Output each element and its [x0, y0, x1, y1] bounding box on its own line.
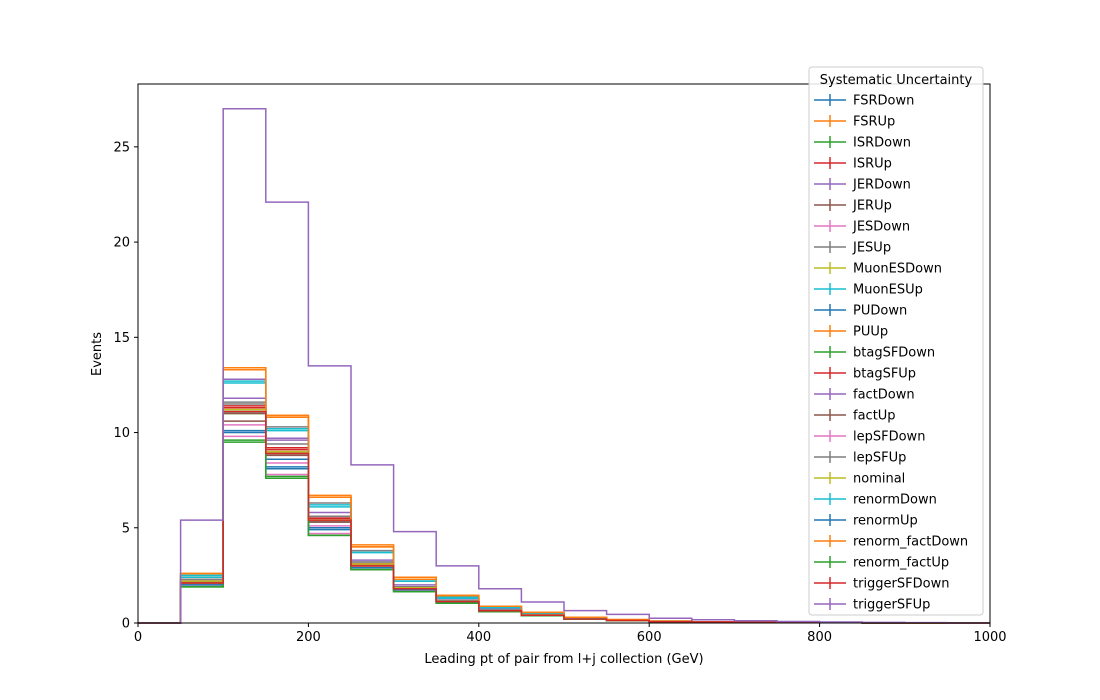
legend-entry-btagSFUp: btagSFUp [814, 367, 916, 382]
legend-label: nominal [853, 472, 905, 487]
legend-entry-nominal: nominal [814, 472, 905, 487]
legend-entry-MuonESUp: MuonESUp [814, 283, 923, 298]
legend-entry-FSRDown: FSRDown [814, 94, 914, 109]
legend-entry-JESUp: JESUp [814, 241, 891, 256]
y-tick-label: 0 [122, 617, 130, 632]
legend-label: renorm_factDown [853, 535, 968, 550]
legend-entry-factDown: factDown [814, 388, 915, 403]
legend-label: factUp [853, 409, 896, 424]
legend-label: triggerSFDown [853, 577, 949, 592]
legend-label: btagSFDown [853, 346, 935, 361]
legend-entry-ISRDown: ISRDown [814, 136, 911, 151]
legend: Systematic Uncertainty FSRDown FSRUp ISRDo… [808, 66, 984, 616]
x-tick-label: 200 [296, 630, 321, 645]
legend-entry-lepSFUp: lepSFUp [814, 451, 906, 466]
legend-label: JESUp [852, 241, 891, 256]
legend-label: PUUp [853, 325, 888, 340]
y-axis-label: Events [90, 332, 105, 376]
legend-entry-JERDown: JERDown [814, 178, 911, 193]
legend-label: renormDown [853, 493, 937, 508]
series-line-triggerSFUp [138, 108, 990, 624]
legend-entry-triggerSFUp: triggerSFUp [814, 598, 930, 613]
legend-entry-renormDown: renormDown [814, 493, 937, 508]
x-axis-label: Leading pt of pair from l+j collection (… [424, 652, 703, 667]
x-axis-ticks: 0 200 400 600 800 1000 [134, 623, 1007, 645]
legend-entry-JESDown: JESDown [814, 220, 910, 235]
legend-entry-triggerSFDown: triggerSFDown [814, 577, 949, 592]
legend-label: FSRDown [853, 94, 914, 109]
legend-label: PUDown [853, 304, 907, 319]
x-tick-label: 400 [466, 630, 491, 645]
legend-label: JESDown [852, 220, 910, 235]
legend-entry-JERUp: JERUp [814, 199, 892, 214]
legend-label: lepSFDown [853, 430, 925, 445]
y-tick-label: 15 [113, 331, 130, 346]
legend-entry-MuonESDown: MuonESDown [814, 262, 942, 277]
legend-label: renormUp [853, 514, 918, 529]
legend-label: factDown [853, 388, 915, 403]
legend-entry-PUUp: PUUp [814, 325, 888, 340]
legend-label: btagSFUp [853, 367, 916, 382]
legend-entry-lepSFDown: lepSFDown [814, 430, 925, 445]
legend-label: ISRUp [853, 157, 892, 172]
legend-entry-renormUp: renormUp [814, 514, 918, 529]
x-tick-label: 1000 [973, 630, 1006, 645]
legend-label: renorm_factUp [853, 556, 949, 571]
y-tick-label: 10 [113, 426, 130, 441]
legend-entry-FSRUp: FSRUp [814, 115, 895, 130]
plot-frame [137, 83, 991, 624]
legend-label: lepSFUp [853, 451, 906, 466]
legend-entry-factUp: factUp [814, 409, 896, 424]
x-tick-label: 0 [134, 630, 142, 645]
legend-box [808, 66, 984, 616]
y-tick-label: 5 [122, 521, 130, 536]
legend-label: JERDown [852, 178, 911, 193]
legend-label: FSRUp [853, 115, 895, 130]
legend-entries: FSRDown FSRUp ISRDown ISRUp JERDown JERUp JESD… [814, 94, 968, 613]
legend-entry-renorm_factDown: renorm_factDown [814, 535, 968, 550]
legend-entry-ISRUp: ISRUp [814, 157, 892, 172]
y-tick-label: 20 [113, 236, 130, 251]
legend-label: ISRDown [853, 136, 911, 151]
legend-entry-renorm_factUp: renorm_factUp [814, 556, 949, 571]
y-axis-ticks: 0 5 10 15 20 25 [113, 140, 138, 632]
legend-label: MuonESDown [853, 262, 942, 277]
legend-label: MuonESUp [853, 283, 923, 298]
x-tick-label: 800 [807, 630, 832, 645]
y-tick-label: 25 [113, 140, 130, 155]
x-tick-label: 600 [637, 630, 662, 645]
legend-entry-btagSFDown: btagSFDown [814, 346, 935, 361]
legend-entry-PUDown: PUDown [814, 304, 907, 319]
legend-title: Systematic Uncertainty [820, 73, 973, 88]
legend-label: triggerSFUp [853, 598, 930, 613]
legend-label: JERUp [852, 199, 892, 214]
